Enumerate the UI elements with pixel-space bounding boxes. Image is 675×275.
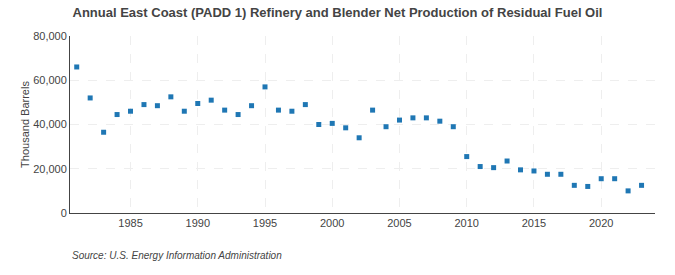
svg-text:1985: 1985 <box>118 217 142 229</box>
svg-text:1995: 1995 <box>253 217 277 229</box>
svg-text:0: 0 <box>61 207 67 219</box>
svg-text:2000: 2000 <box>320 217 344 229</box>
svg-text:40,000: 40,000 <box>33 118 67 130</box>
svg-text:1990: 1990 <box>186 217 210 229</box>
svg-text:2010: 2010 <box>454 217 478 229</box>
svg-text:Thousand Barrels: Thousand Barrels <box>19 81 31 168</box>
svg-text:2020: 2020 <box>589 217 613 229</box>
svg-text:80,000: 80,000 <box>33 30 67 42</box>
svg-text:20,000: 20,000 <box>33 163 67 175</box>
svg-text:2015: 2015 <box>522 217 546 229</box>
svg-text:60,000: 60,000 <box>33 74 67 86</box>
svg-text:2005: 2005 <box>387 217 411 229</box>
svg-text:Annual East Coast (PADD 1) Ref: Annual East Coast (PADD 1) Refinery and … <box>73 5 603 20</box>
svg-text:Source: U.S. Energy Informatio: Source: U.S. Energy Information Administ… <box>72 250 282 261</box>
